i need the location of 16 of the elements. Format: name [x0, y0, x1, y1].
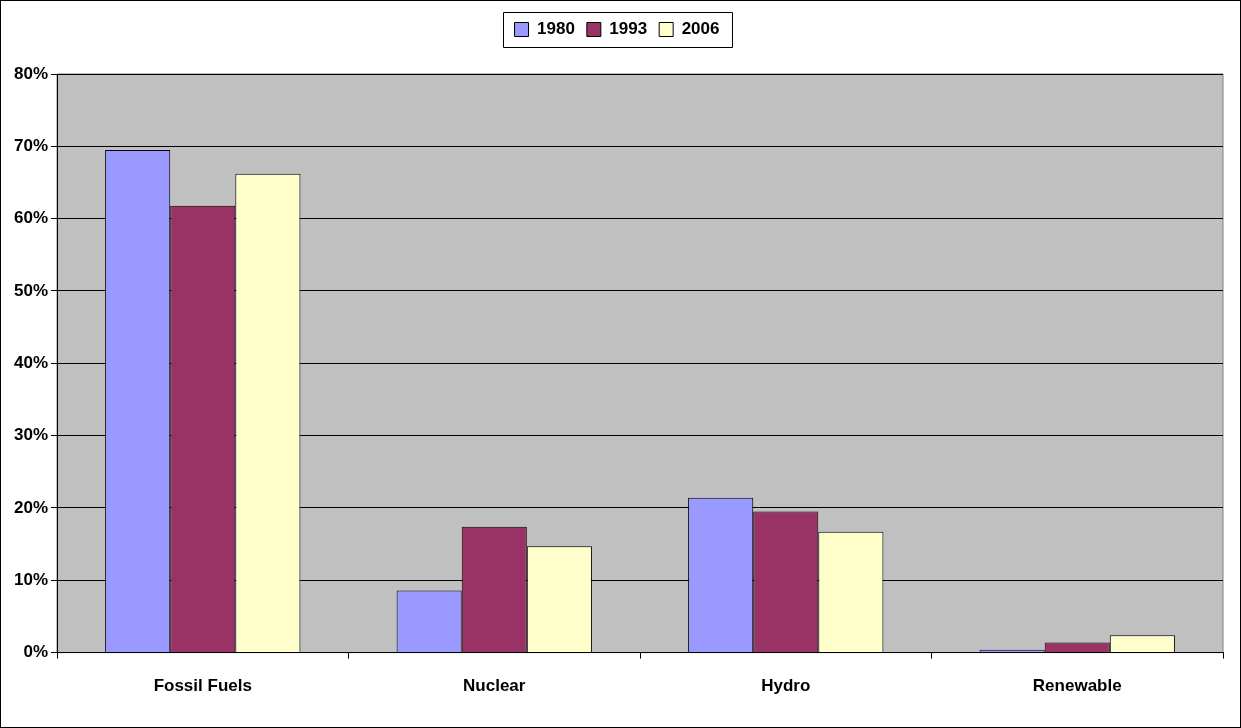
y-tick-label: 0%	[23, 642, 49, 662]
legend-label: 1993	[609, 19, 648, 39]
y-tick-label: 50%	[13, 280, 49, 300]
legend-label: 2006	[681, 19, 720, 39]
x-tick-label: Hydro	[761, 676, 811, 696]
x-tick-label: Renewable	[1032, 676, 1122, 696]
y-tick-label: 10%	[13, 569, 49, 589]
y-tick-label: 20%	[13, 497, 49, 517]
legend-label: 1980	[537, 19, 575, 39]
y-tick-label: 60%	[13, 208, 49, 228]
x-tick-label: Fossil Fuels	[153, 676, 252, 696]
y-tick-label: 40%	[13, 352, 49, 372]
y-tick-label: 70%	[13, 136, 49, 156]
y-tick-label: 80%	[13, 63, 49, 83]
y-tick-label: 30%	[13, 425, 49, 445]
x-tick-label: Nuclear	[463, 676, 526, 696]
